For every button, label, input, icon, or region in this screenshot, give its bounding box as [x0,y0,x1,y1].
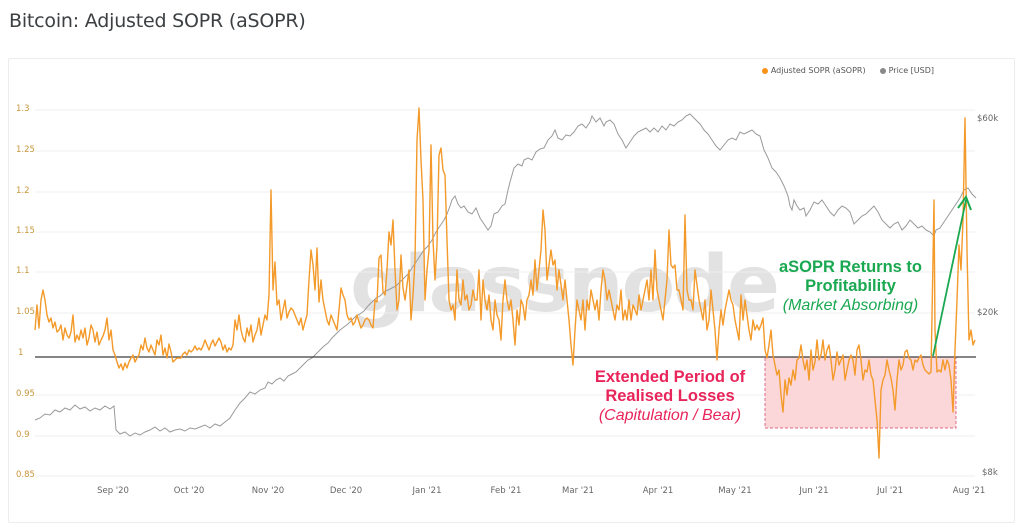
y-tick: 1.2 [16,186,30,196]
legend-label-price: Price [USD] [888,66,934,75]
y-tick: 1.05 [16,307,35,317]
x-tick: May '21 [718,486,752,496]
gridlines [35,109,975,477]
x-tick: Sep '20 [97,486,129,496]
annotation-profitability: aSOPR Returns to Profitability (Market A… [758,258,943,315]
x-tick: Oct '20 [173,486,205,496]
annotation-profit-line1: aSOPR Returns to [778,258,923,276]
y-tick: 1.15 [16,226,35,236]
asopr-line [34,107,976,459]
legend-label-asopr: Adjusted SOPR (aSOPR) [770,66,866,75]
x-tick: Mar '21 [562,486,594,496]
chart-panel [8,58,1015,523]
annotation-losses-line2: Realised Losses [605,387,735,405]
annotation-realised-losses: Extended Period of Realised Losses (Capi… [575,368,765,425]
y-tick: 0.9 [16,430,30,440]
annotation-profit-line3: (Market Absorbing) [782,297,919,314]
page-title: Bitcoin: Adjusted SOPR (aSOPR) [9,10,306,32]
profit-arrow [932,199,967,357]
x-tick: Jun '21 [799,486,829,496]
x-tick: Aug '21 [952,486,986,496]
y2-tick: $20k [977,308,999,318]
annotation-profit-line2: Profitability [805,277,896,295]
x-tick: Dec '20 [329,486,363,496]
y-tick: 0.85 [16,470,35,480]
y-tick: 0.95 [16,389,35,399]
legend-item-asopr[interactable]: Adjusted SOPR (aSOPR) [761,66,866,75]
price-line [34,113,977,437]
losses-region [764,356,957,429]
y-tick: 1.25 [16,145,35,155]
legend-dot-price-icon [879,67,886,74]
chart-legend: Adjusted SOPR (aSOPR) Price [USD] [761,66,934,75]
legend-item-price[interactable]: Price [USD] [879,66,934,75]
x-tick: Nov '20 [251,486,285,496]
y-tick: 1 [18,348,24,358]
x-tick: Jan '21 [412,486,442,496]
x-tick: Feb '21 [490,486,522,496]
annotation-losses-line1: Extended Period of [594,368,746,386]
y-tick: 1.1 [16,266,30,276]
x-tick: Jul '21 [876,486,904,496]
arrowhead-icon [957,194,972,211]
y2-tick: $8k [982,468,998,478]
annotation-losses-line3: (Capitulation / Bear) [598,407,742,424]
legend-dot-asopr-icon [761,67,768,74]
y-tick: 1.3 [16,104,30,114]
x-tick: Apr '21 [642,486,674,496]
y2-tick: $60k [977,114,999,124]
